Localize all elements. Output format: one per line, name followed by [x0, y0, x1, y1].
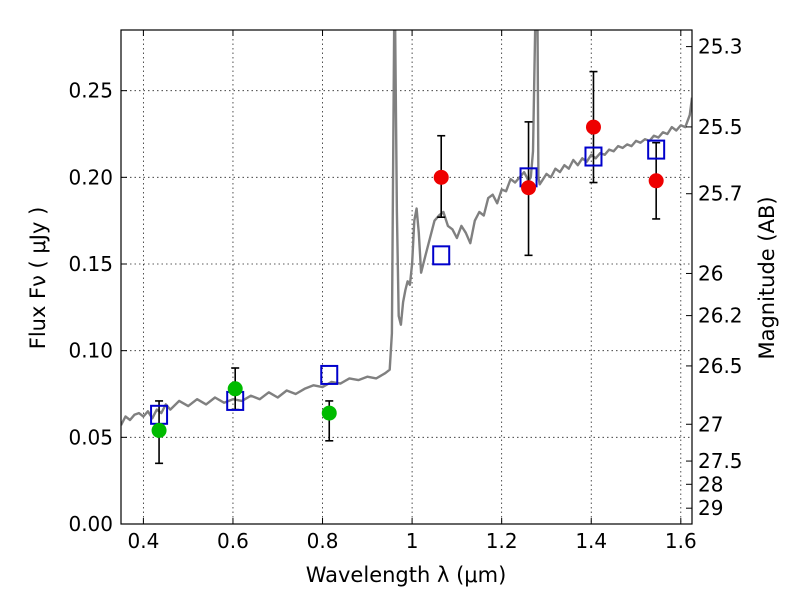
x-tick-label: 1.2	[486, 529, 518, 553]
plot-frame	[120, 29, 693, 525]
template-spectrum-line	[121, 30, 692, 426]
y2-axis-label: Magnitude (AB)	[755, 196, 779, 359]
model-square	[320, 364, 339, 385]
template-spectrum	[121, 30, 692, 426]
y-tick-label: 0.15	[68, 252, 113, 276]
model-square	[432, 245, 451, 266]
y-tick-label: 0.00	[68, 512, 113, 536]
magnitude-tick-label: 26.2	[698, 304, 743, 328]
model-square	[584, 146, 603, 167]
magnitude-tick-label: 27.5	[698, 449, 743, 473]
axis-ticks: 0.4 0.6 0.8 1 1.2 1.4 1.6 0.00 0.05 0.10 0.15 0.20 0…	[68, 30, 743, 553]
y-tick-label: 0.10	[68, 339, 113, 363]
green-data-point	[321, 405, 337, 421]
x-tick-label: 0.8	[307, 529, 339, 553]
magnitude-tick-label: 25.7	[698, 182, 743, 206]
red-data-point	[433, 169, 449, 185]
y-axis-label: Flux Fν ( μJy )	[26, 207, 50, 350]
magnitude-tick-label: 28	[698, 472, 723, 496]
y-tick-label: 0.05	[68, 425, 113, 449]
magnitude-tick-label: 25.5	[698, 115, 743, 139]
y-tick-label: 0.20	[68, 165, 113, 189]
red-data-point	[585, 119, 601, 135]
x-tick-label: 1	[406, 529, 419, 553]
grid	[121, 30, 692, 524]
red-data-point	[648, 173, 664, 189]
magnitude-tick-label: 27	[698, 412, 723, 436]
x-axis-label: Wavelength λ (μm)	[306, 563, 507, 587]
y-tick-label: 0.25	[68, 79, 113, 103]
magnitude-tick-label: 25.3	[698, 35, 743, 59]
x-tick-label: 1.4	[575, 529, 607, 553]
data-points	[151, 119, 664, 438]
red-data-point	[521, 180, 537, 196]
green-data-point	[151, 422, 167, 438]
x-tick-label: 0.6	[217, 529, 249, 553]
model-square	[647, 139, 666, 160]
green-data-point	[227, 381, 243, 397]
magnitude-tick-label: 26.5	[698, 354, 743, 378]
x-tick-label: 0.4	[127, 529, 159, 553]
magnitude-tick-label: 29	[698, 496, 723, 520]
magnitude-tick-label: 26	[698, 261, 723, 285]
x-tick-label: 1.6	[665, 529, 697, 553]
